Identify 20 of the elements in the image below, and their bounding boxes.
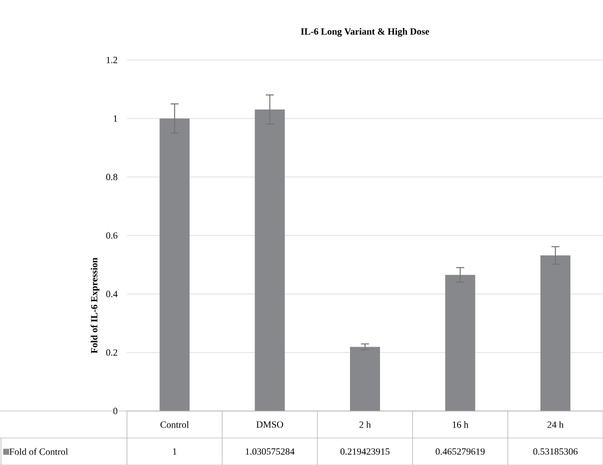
data-label: 0.53185306 (533, 448, 578, 455)
y-tick-label: 1.2 (106, 56, 118, 64)
y-tick-label: 0.2 (106, 349, 118, 356)
x-tick-label: 2 h (360, 421, 371, 428)
data-label: 0.465279619 (436, 448, 485, 455)
y-tick-label: 0.6 (106, 232, 118, 239)
x-tick-label: Control (160, 421, 189, 428)
data-label: 1.030575284 (246, 448, 295, 455)
data-label: 0.219423915 (340, 448, 390, 455)
x-tick-label: 24 h (548, 421, 564, 428)
data-label: 1 (173, 448, 176, 455)
x-tick-label: 16 h (452, 421, 468, 428)
y-axis-title: Fold of IL-6 Expression (90, 258, 100, 354)
chart-title: IL-6 Long Variant & High Dose (300, 28, 430, 37)
y-tick-label: 0.8 (106, 174, 118, 180)
y-tick-label: 0.4 (106, 290, 118, 298)
y-tick-label: 1 (114, 115, 118, 122)
y-tick-label: 0 (113, 408, 118, 414)
legend-label: Fold of Control (9, 448, 68, 455)
x-tick-label: DMSO (256, 421, 284, 428)
